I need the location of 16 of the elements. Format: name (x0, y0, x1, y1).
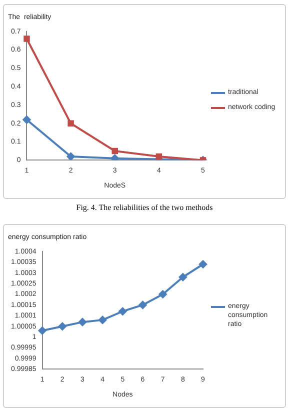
point (178, 273, 187, 282)
caption: Fig. 4. The reliabilities of the two methods (75, 203, 214, 212)
point (199, 260, 207, 268)
point (158, 290, 167, 298)
point (118, 307, 127, 316)
point (66, 152, 75, 160)
point (78, 318, 86, 326)
point (68, 120, 74, 127)
point (112, 148, 118, 154)
point (58, 322, 66, 330)
point (38, 326, 46, 335)
point (138, 300, 147, 309)
point (98, 316, 107, 324)
point (110, 154, 119, 160)
point (24, 36, 30, 42)
point (22, 116, 31, 124)
